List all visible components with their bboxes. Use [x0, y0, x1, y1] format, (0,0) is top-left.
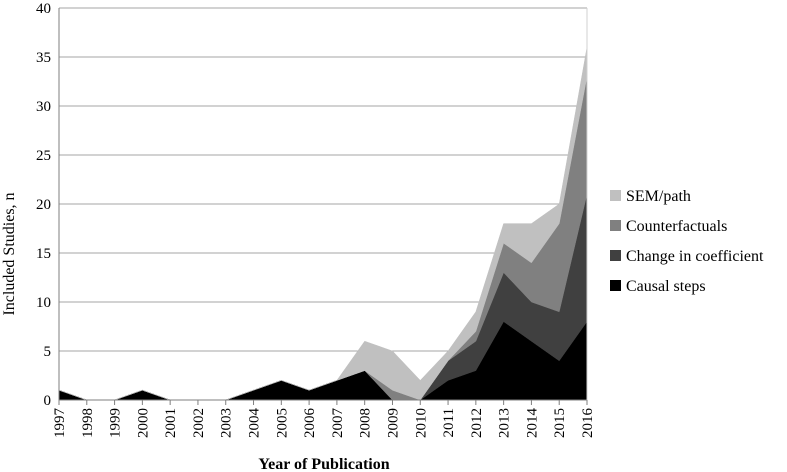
y-tick-label: 30	[36, 99, 51, 115]
y-tick-label: 0	[44, 393, 52, 409]
x-tick-label: 2001	[163, 408, 179, 438]
x-tick-label: 2014	[524, 408, 540, 439]
axes	[58, 8, 588, 405]
x-tick-label: 2013	[497, 408, 513, 438]
y-tick-label: 20	[36, 197, 51, 213]
x-tick-label: 2008	[358, 408, 374, 438]
y-tick-labels: 0 5 10 15 20 25 30 35 40	[36, 1, 51, 409]
x-tick-label: 2010	[413, 408, 429, 438]
legend-swatch-sem-path	[610, 190, 621, 201]
x-tick-label: 2005	[274, 408, 290, 438]
y-tick-label: 25	[36, 148, 51, 164]
legend-label-counterfactuals: Counterfactuals	[626, 218, 727, 235]
y-tick-label: 40	[36, 1, 51, 17]
y-axis-title: Included Studies, n	[1, 192, 18, 315]
legend-label-causal-steps: Causal steps	[626, 278, 706, 295]
x-tick-label: 2009	[385, 408, 401, 438]
legend-label-change-in-coefficient: Change in coefficient	[626, 248, 764, 265]
x-tick-label: 2003	[219, 408, 235, 438]
x-tick-label: 1998	[80, 408, 96, 438]
x-tick-label: 2012	[469, 408, 485, 438]
x-tick-label: 1997	[52, 408, 68, 439]
x-tick-label: 2015	[552, 408, 568, 438]
legend-swatch-causal-steps	[610, 280, 621, 291]
legend-label-sem-path: SEM/path	[626, 188, 691, 205]
legend: SEM/path Counterfactuals Change in coeffic…	[610, 188, 764, 295]
x-tick-label: 2016	[580, 408, 596, 439]
y-tick-label: 10	[36, 295, 51, 311]
x-tick-label: 2002	[191, 408, 207, 438]
series-areas	[58, 46, 588, 401]
legend-swatch-counterfactuals	[610, 220, 621, 231]
legend-swatch-change-in-coefficient	[610, 250, 621, 261]
y-tick-label: 5	[44, 344, 52, 360]
gridlines	[59, 7, 587, 352]
x-axis-title: Year of Publication	[258, 456, 389, 472]
x-tick-label: 2006	[302, 408, 318, 439]
x-tick-label: 2004	[247, 408, 263, 439]
x-tick-label: 2011	[441, 408, 457, 437]
x-tick-label: 2000	[135, 408, 151, 438]
area-causal-steps	[58, 321, 588, 401]
y-tick-label: 35	[36, 50, 51, 66]
x-tick-label: 1999	[108, 408, 124, 438]
y-tick-label: 15	[36, 246, 51, 262]
x-tick-labels: 1997 1998 1999 2000 2001 2002 2003 2004 2005 2006…	[52, 408, 596, 439]
x-tick-label: 2007	[330, 408, 346, 439]
